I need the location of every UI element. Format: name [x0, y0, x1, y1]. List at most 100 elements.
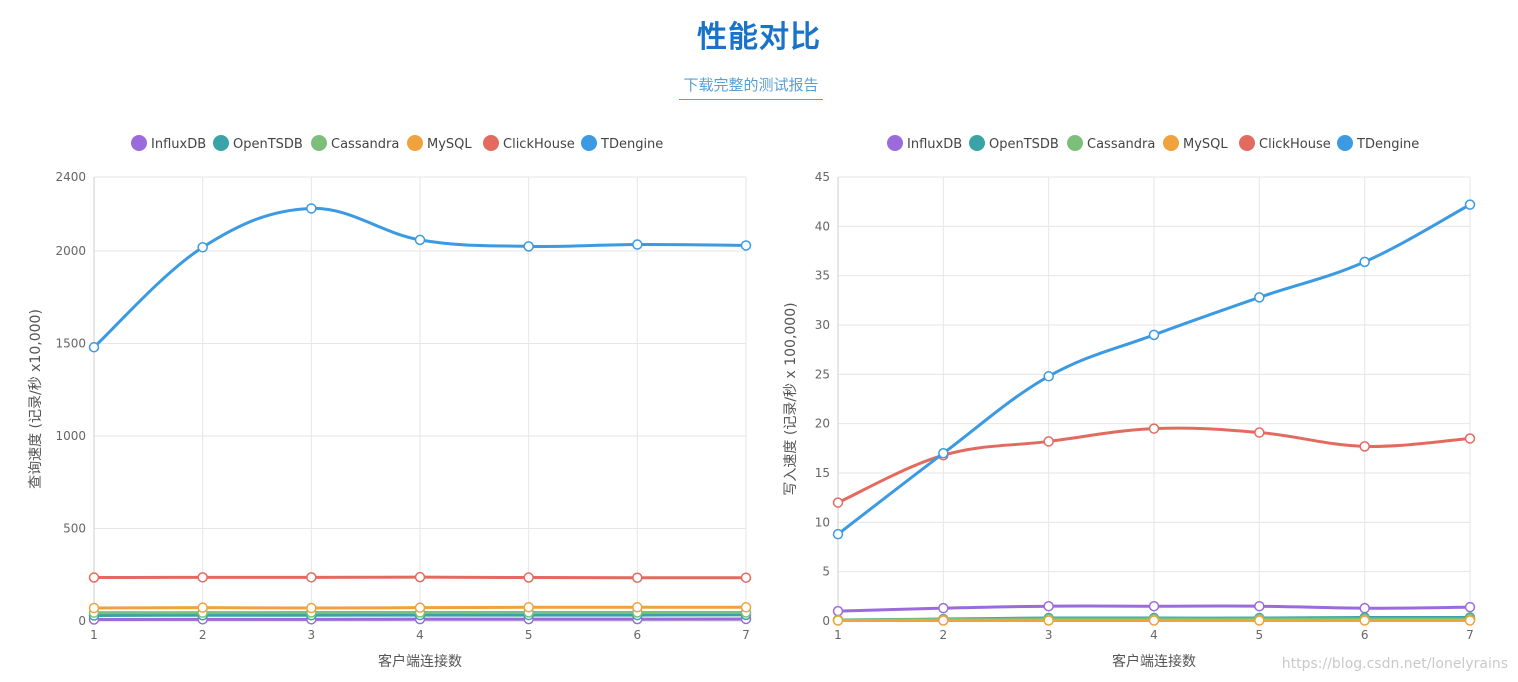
data-point-mysql — [306, 602, 317, 614]
data-point-influxdb — [1359, 602, 1370, 614]
data-point-tdengine — [306, 203, 317, 214]
data-point-mysql — [1359, 615, 1370, 626]
x-tick-label: 4 — [416, 628, 424, 642]
legend-label-clickhouse: ClickHouse — [1259, 137, 1331, 152]
y-tick-label: 1000 — [55, 429, 86, 443]
watermark: https://blog.csdn.net/lonelyrains — [1281, 656, 1508, 672]
data-point-mysql — [88, 602, 100, 614]
data-point-mysql — [523, 602, 534, 613]
y-tick-label: 35 — [815, 269, 830, 283]
data-point-clickhouse — [523, 572, 534, 583]
y-tick-label: 40 — [815, 219, 830, 233]
legend-swatch-cassandra — [1067, 135, 1083, 151]
data-point-mysql — [938, 615, 949, 626]
legend-swatch-opentsdb — [213, 135, 229, 151]
x-tick-label: 3 — [308, 628, 316, 642]
data-point-clickhouse — [1043, 436, 1054, 447]
x-tick-label: 1 — [834, 628, 842, 642]
data-point-tdengine — [1359, 256, 1370, 268]
x-tick-label: 6 — [634, 628, 642, 642]
data-point-clickhouse — [1148, 423, 1160, 434]
y-tick-label: 0 — [822, 614, 830, 628]
chart-1: 0 500 1000 1500 2000 2400 1 2 3 4 5 6 7 客户端连接数 查询速度 (记… — [28, 135, 752, 670]
y-tick-label: 25 — [815, 367, 830, 381]
data-point-mysql — [632, 602, 643, 613]
data-point-tdengine — [88, 341, 100, 353]
data-point-mysql — [1254, 615, 1265, 626]
data-point-clickhouse — [1359, 441, 1370, 452]
data-point-clickhouse — [88, 572, 100, 583]
legend-label-tdengine: TDengine — [1356, 137, 1419, 152]
y-tick-label: 45 — [815, 170, 830, 184]
y-tick-label: 30 — [815, 318, 830, 332]
data-point-mysql — [740, 602, 752, 613]
y-tick-label: 500 — [63, 522, 86, 536]
download-report-link[interactable]: 下载完整的测试报告 — [679, 74, 823, 100]
legend-swatch-cassandra — [311, 135, 327, 151]
y-tick-label: 10 — [815, 515, 830, 529]
legend-swatch-tdengine — [1337, 135, 1353, 151]
x-axis-label: 客户端连接数 — [378, 653, 462, 670]
data-point-clickhouse — [832, 497, 844, 508]
data-point-tdengine — [1464, 199, 1476, 210]
legend-swatch-mysql — [407, 135, 423, 151]
legend-label-mysql: MySQL — [1183, 137, 1228, 152]
legend-swatch-clickhouse — [1239, 135, 1255, 151]
x-tick-label: 7 — [1466, 628, 1474, 642]
y-tick-label: 5 — [822, 565, 830, 579]
data-point-influxdb — [1148, 600, 1160, 612]
legend-label-tdengine: TDengine — [600, 137, 663, 152]
x-tick-label: 6 — [1361, 628, 1369, 642]
x-tick-label: 7 — [742, 628, 750, 642]
data-point-tdengine — [197, 242, 208, 253]
legend-swatch-influxdb — [131, 135, 147, 151]
legend-swatch-clickhouse — [483, 135, 499, 151]
legend-label-influxdb: InfluxDB — [907, 137, 962, 152]
data-point-tdengine — [1043, 371, 1054, 382]
x-tick-label: 2 — [940, 628, 948, 642]
data-point-clickhouse — [306, 572, 317, 583]
legend-label-cassandra: Cassandra — [331, 137, 399, 152]
data-point-mysql — [197, 602, 208, 613]
x-tick-label: 4 — [1150, 628, 1158, 642]
legend-label-influxdb: InfluxDB — [151, 137, 206, 152]
data-point-tdengine — [1148, 329, 1160, 341]
data-point-tdengine — [938, 448, 949, 459]
legend-label-mysql: MySQL — [427, 137, 472, 152]
data-point-influxdb — [938, 602, 949, 614]
data-point-clickhouse — [414, 571, 426, 583]
data-point-tdengine — [832, 528, 844, 540]
x-tick-label: 3 — [1045, 628, 1053, 642]
legend-label-cassandra: Cassandra — [1087, 137, 1155, 152]
x-tick-label: 5 — [1256, 628, 1264, 642]
legend-label-opentsdb: OpenTSDB — [989, 137, 1059, 152]
data-point-tdengine — [414, 234, 426, 246]
data-point-influxdb — [1464, 601, 1476, 613]
legend-swatch-tdengine — [581, 135, 597, 151]
page-title: 性能对比 — [697, 20, 821, 55]
data-point-tdengine — [523, 241, 534, 252]
legend-swatch-influxdb — [887, 135, 903, 151]
y-axis-label: 查询速度 (记录/秒 x10,000) — [28, 309, 44, 489]
y-tick-label: 2400 — [55, 170, 86, 184]
y-axis-label: 写入速度 (记录/秒 x 100,000) — [783, 302, 799, 495]
data-point-clickhouse — [1464, 433, 1476, 444]
data-point-clickhouse — [1254, 427, 1265, 438]
legend-label-clickhouse: ClickHouse — [503, 137, 575, 152]
data-point-influxdb — [1254, 600, 1265, 612]
data-point-mysql — [1148, 615, 1160, 626]
legend-swatch-opentsdb — [969, 135, 985, 151]
data-point-influxdb — [1043, 600, 1054, 612]
data-point-clickhouse — [632, 572, 643, 583]
y-tick-label: 0 — [78, 614, 86, 628]
legend-label-opentsdb: OpenTSDB — [233, 137, 303, 152]
data-point-influxdb — [832, 605, 844, 617]
data-point-mysql — [1464, 615, 1476, 626]
y-tick-label: 2000 — [55, 244, 86, 258]
x-axis-label: 客户端连接数 — [1112, 653, 1196, 670]
data-point-tdengine — [632, 239, 643, 250]
y-tick-label: 20 — [815, 417, 830, 431]
data-point-mysql — [1043, 615, 1054, 626]
